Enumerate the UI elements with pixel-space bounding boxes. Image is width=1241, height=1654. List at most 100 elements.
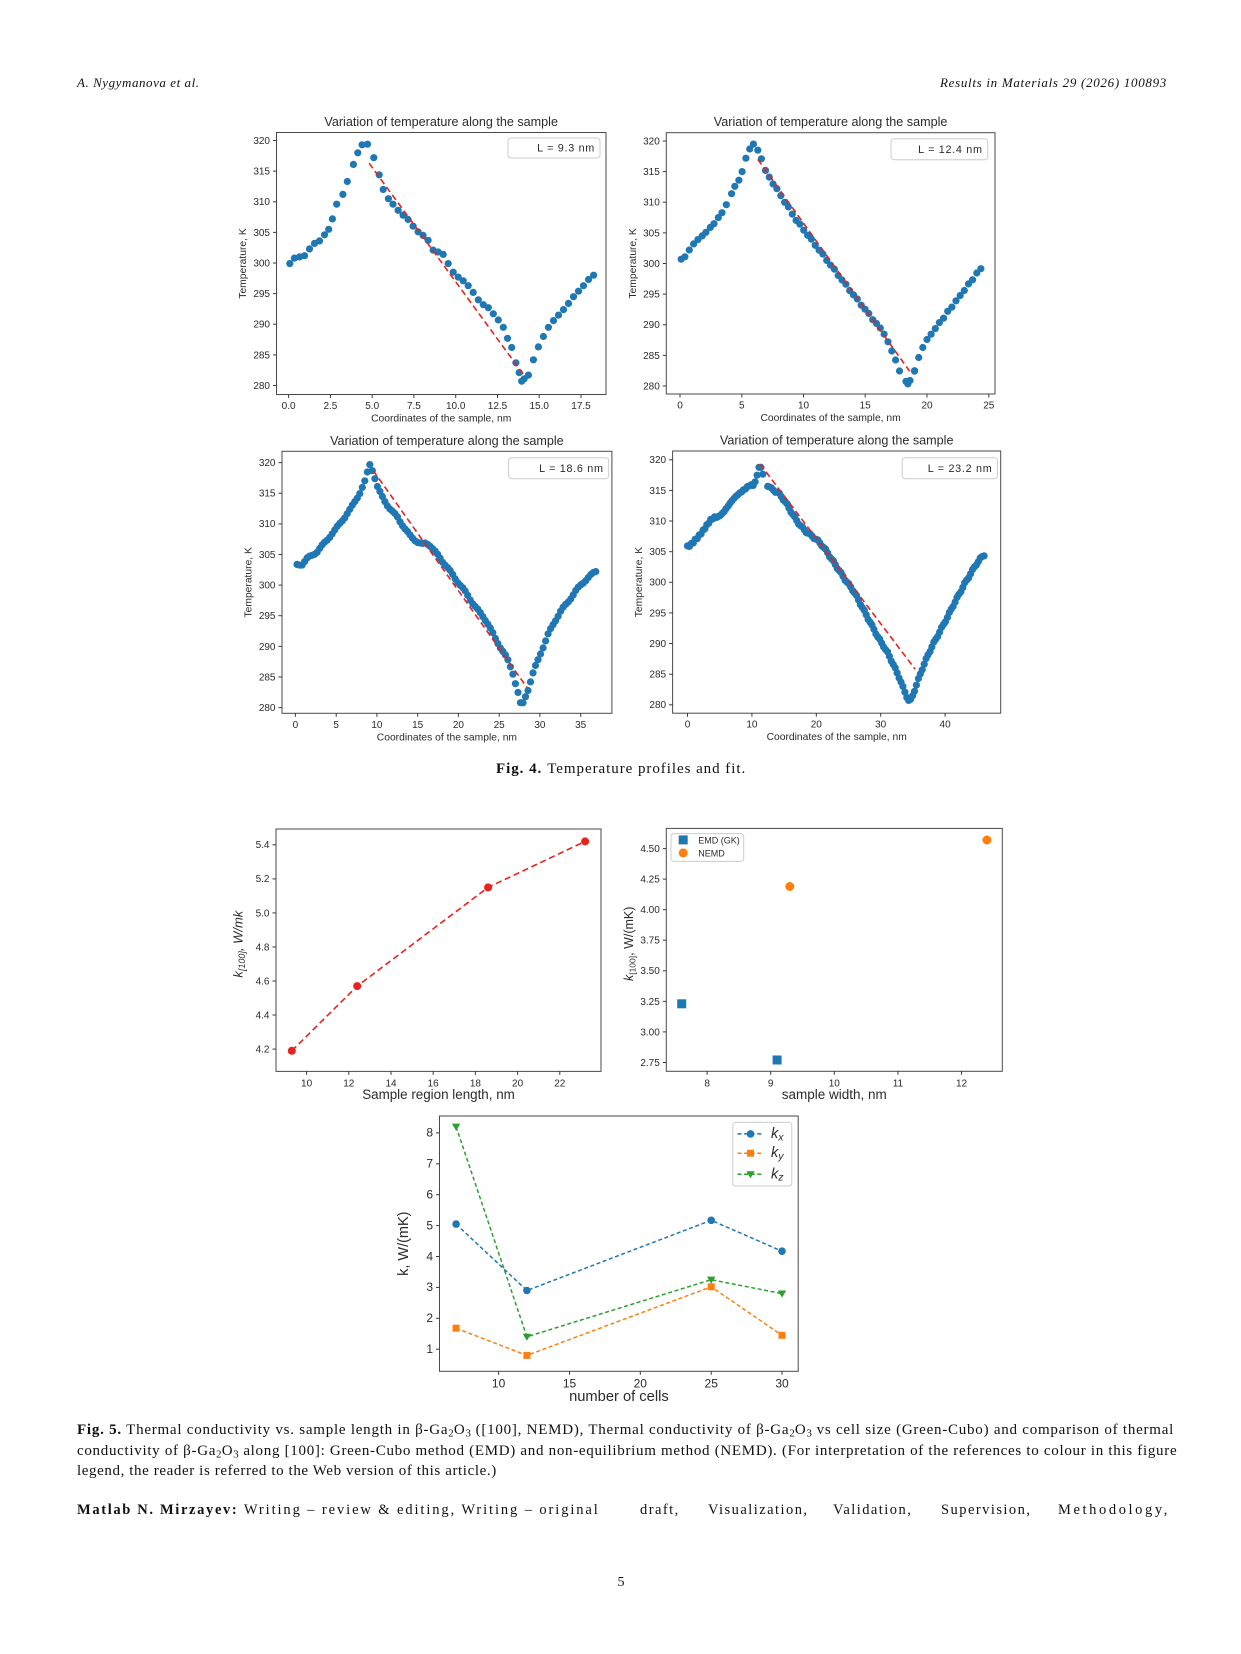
svg-text:Temperature, K: Temperature, K bbox=[628, 228, 639, 299]
svg-text:k[100], W/mk: k[100], W/mk bbox=[231, 909, 248, 977]
svg-text:k[100], W/(mK): k[100], W/(mK) bbox=[622, 907, 638, 981]
svg-text:Variation of temperature along: Variation of temperature along the sampl… bbox=[330, 434, 564, 448]
svg-text:10: 10 bbox=[371, 720, 383, 731]
svg-text:Variation of temperature along: Variation of temperature along the sampl… bbox=[714, 115, 948, 129]
svg-text:295: 295 bbox=[649, 608, 666, 619]
svg-text:40: 40 bbox=[940, 720, 952, 731]
svg-text:L = 23.2 nm: L = 23.2 nm bbox=[928, 463, 993, 475]
svg-text:Variation of temperature along: Variation of temperature along the sampl… bbox=[720, 434, 954, 448]
svg-text:300: 300 bbox=[259, 581, 276, 592]
svg-text:5.0: 5.0 bbox=[365, 401, 379, 412]
svg-text:8: 8 bbox=[426, 1126, 433, 1140]
svg-text:12: 12 bbox=[343, 1078, 355, 1089]
svg-text:290: 290 bbox=[649, 639, 666, 650]
svg-text:18: 18 bbox=[470, 1078, 482, 1089]
svg-text:310: 310 bbox=[253, 197, 270, 208]
svg-text:285: 285 bbox=[643, 351, 660, 362]
svg-text:0: 0 bbox=[685, 720, 691, 731]
svg-text:L = 9.3 nm: L = 9.3 nm bbox=[537, 143, 595, 155]
svg-text:300: 300 bbox=[649, 578, 666, 589]
svg-text:7: 7 bbox=[426, 1157, 433, 1171]
svg-text:20: 20 bbox=[512, 1078, 524, 1089]
svg-text:EMD (GK): EMD (GK) bbox=[698, 835, 740, 845]
svg-text:15: 15 bbox=[563, 1376, 577, 1390]
svg-text:20: 20 bbox=[811, 720, 823, 731]
svg-text:Temperature, K: Temperature, K bbox=[634, 547, 645, 618]
svg-text:280: 280 bbox=[643, 381, 660, 392]
svg-text:20: 20 bbox=[453, 720, 465, 731]
svg-text:305: 305 bbox=[649, 547, 666, 558]
svg-text:285: 285 bbox=[649, 670, 666, 681]
svg-text:20: 20 bbox=[921, 401, 933, 412]
svg-text:4.2: 4.2 bbox=[256, 1045, 270, 1056]
svg-text:300: 300 bbox=[253, 258, 270, 269]
svg-text:295: 295 bbox=[643, 290, 660, 301]
svg-text:320: 320 bbox=[253, 136, 270, 147]
svg-text:4.4: 4.4 bbox=[256, 1010, 270, 1021]
svg-text:Coordinates of the sample, nm: Coordinates of the sample, nm bbox=[767, 732, 907, 743]
svg-text:305: 305 bbox=[259, 550, 276, 561]
svg-text:315: 315 bbox=[643, 167, 660, 178]
svg-text:10: 10 bbox=[492, 1376, 506, 1390]
svg-text:Variation of temperature along: Variation of temperature along the sampl… bbox=[324, 115, 558, 129]
svg-text:0: 0 bbox=[293, 720, 299, 731]
svg-text:3.75: 3.75 bbox=[640, 936, 660, 947]
svg-text:295: 295 bbox=[253, 289, 270, 300]
svg-text:25: 25 bbox=[494, 720, 506, 731]
svg-text:0: 0 bbox=[677, 401, 683, 412]
svg-text:25: 25 bbox=[983, 401, 995, 412]
svg-text:20: 20 bbox=[634, 1376, 648, 1390]
svg-text:15: 15 bbox=[860, 401, 872, 412]
svg-text:15: 15 bbox=[412, 720, 424, 731]
svg-text:3.00: 3.00 bbox=[640, 1027, 660, 1038]
svg-text:10: 10 bbox=[798, 401, 810, 412]
svg-text:number of cells: number of cells bbox=[569, 1389, 669, 1405]
svg-text:315: 315 bbox=[649, 486, 666, 497]
svg-text:L = 12.4 nm: L = 12.4 nm bbox=[918, 144, 983, 156]
svg-text:285: 285 bbox=[253, 350, 270, 361]
svg-text:k, W/(mK): k, W/(mK) bbox=[396, 1211, 412, 1275]
svg-text:285: 285 bbox=[259, 672, 276, 683]
svg-text:5.2: 5.2 bbox=[256, 874, 270, 885]
svg-text:4.00: 4.00 bbox=[640, 905, 660, 916]
svg-text:280: 280 bbox=[253, 381, 270, 392]
svg-text:15.0: 15.0 bbox=[529, 401, 549, 412]
svg-text:10: 10 bbox=[746, 720, 758, 731]
svg-text:Coordinates of the sample, nm: Coordinates of the sample, nm bbox=[760, 413, 900, 424]
svg-text:320: 320 bbox=[649, 455, 666, 466]
svg-text:300: 300 bbox=[643, 259, 660, 270]
svg-text:Temperature, K: Temperature, K bbox=[244, 547, 255, 618]
svg-text:2: 2 bbox=[426, 1311, 433, 1325]
svg-text:290: 290 bbox=[259, 642, 276, 653]
svg-text:3: 3 bbox=[426, 1280, 433, 1294]
svg-text:4.50: 4.50 bbox=[640, 844, 660, 855]
svg-text:0.0: 0.0 bbox=[282, 401, 296, 412]
svg-text:5: 5 bbox=[426, 1218, 433, 1232]
svg-text:2.5: 2.5 bbox=[323, 401, 337, 412]
svg-text:30: 30 bbox=[775, 1376, 789, 1390]
svg-text:6: 6 bbox=[426, 1188, 433, 1202]
svg-text:5: 5 bbox=[333, 720, 339, 731]
svg-text:sample width, nm: sample width, nm bbox=[782, 1087, 887, 1102]
svg-text:1: 1 bbox=[426, 1342, 433, 1356]
svg-text:11: 11 bbox=[893, 1078, 904, 1089]
svg-text:12: 12 bbox=[956, 1078, 968, 1089]
svg-text:Temperature, K: Temperature, K bbox=[238, 228, 249, 299]
svg-text:L = 18.6 nm: L = 18.6 nm bbox=[539, 463, 604, 475]
svg-text:10: 10 bbox=[301, 1078, 313, 1089]
svg-text:9: 9 bbox=[768, 1078, 774, 1089]
svg-text:Sample region length, nm: Sample region length, nm bbox=[362, 1087, 515, 1102]
svg-text:Coordinates of the sample, nm: Coordinates of the sample, nm bbox=[377, 732, 517, 743]
svg-text:320: 320 bbox=[259, 458, 276, 469]
svg-text:4.6: 4.6 bbox=[256, 976, 270, 987]
svg-text:14: 14 bbox=[385, 1078, 397, 1089]
svg-text:290: 290 bbox=[253, 320, 270, 331]
svg-text:3.25: 3.25 bbox=[640, 997, 660, 1008]
svg-text:30: 30 bbox=[534, 720, 546, 731]
svg-text:2.75: 2.75 bbox=[640, 1058, 660, 1069]
svg-text:280: 280 bbox=[649, 700, 666, 711]
svg-text:310: 310 bbox=[649, 516, 666, 527]
svg-text:16: 16 bbox=[428, 1078, 440, 1089]
svg-text:3.50: 3.50 bbox=[640, 966, 660, 977]
svg-text:5.4: 5.4 bbox=[256, 840, 270, 851]
